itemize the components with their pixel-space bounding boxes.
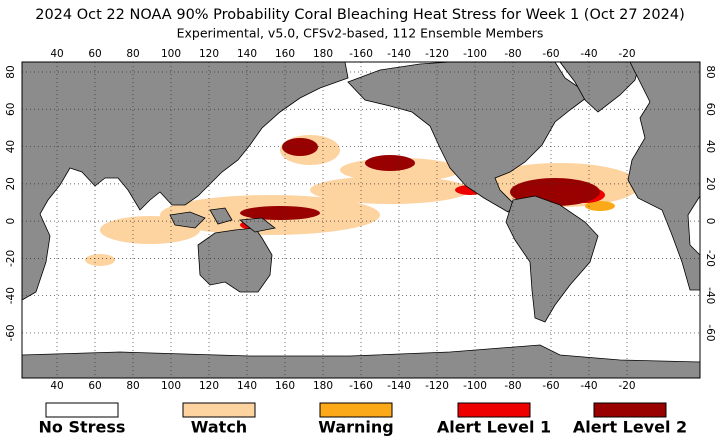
top-tick-label: -60 bbox=[542, 48, 559, 60]
bottom-tick-label: 160 bbox=[275, 380, 295, 392]
bottom-tick-label: -40 bbox=[580, 380, 597, 392]
legend-swatch bbox=[319, 402, 393, 418]
subtitle: Experimental, v5.0, CFSv2-based, 112 Ens… bbox=[177, 26, 544, 41]
bottom-tick-label: 100 bbox=[161, 380, 181, 392]
bottom-tick-label: 60 bbox=[88, 380, 101, 392]
right-tick-label: 80 bbox=[704, 65, 716, 78]
bottom-tick-label: -60 bbox=[542, 380, 559, 392]
top-tick-label: 120 bbox=[199, 48, 219, 60]
legend-swatch bbox=[182, 402, 256, 418]
left-tick-label: 60 bbox=[5, 103, 17, 116]
top-tick-label: 60 bbox=[88, 48, 101, 60]
right-tick-label: -60 bbox=[704, 324, 716, 341]
graticule bbox=[22, 62, 700, 378]
bottom-tick-label: -100 bbox=[463, 380, 487, 392]
top-tick-label: -100 bbox=[463, 48, 487, 60]
map-frame bbox=[21, 61, 701, 379]
top-tick-label: 160 bbox=[275, 48, 295, 60]
legend: No Stress Watch Warning Alert Level 1 Alert … bbox=[39, 402, 687, 437]
top-tick-label: -80 bbox=[504, 48, 521, 60]
top-tick-label: -160 bbox=[349, 48, 373, 60]
right-tick-label: 40 bbox=[704, 140, 716, 153]
bottom-tick-label: -20 bbox=[618, 380, 635, 392]
legend-label: Alert Level 1 bbox=[437, 418, 551, 437]
left-tick-label: 20 bbox=[5, 177, 17, 190]
right-tick-label: 60 bbox=[704, 103, 716, 116]
top-tick-label: -40 bbox=[580, 48, 597, 60]
bottom-tick-label: 140 bbox=[237, 380, 257, 392]
bottom-tick-label: -120 bbox=[425, 380, 449, 392]
top-tick-label: 140 bbox=[237, 48, 257, 60]
bottom-tick-label: -160 bbox=[349, 380, 373, 392]
top-tick-label: 100 bbox=[161, 48, 181, 60]
left-tick-label: 80 bbox=[5, 65, 17, 78]
left-tick-label: -20 bbox=[5, 250, 17, 267]
bottom-tick-label: -80 bbox=[504, 380, 521, 392]
top-tick-label: -120 bbox=[425, 48, 449, 60]
bottom-tick-label: -140 bbox=[387, 380, 411, 392]
right-tick-label: 0 bbox=[704, 218, 716, 225]
legend-label: Watch bbox=[191, 418, 247, 437]
left-tick-label: 0 bbox=[5, 218, 17, 225]
bottom-tick-label: 80 bbox=[126, 380, 139, 392]
legend-swatch bbox=[457, 402, 531, 418]
land bbox=[21, 61, 701, 379]
legend-label: Warning bbox=[318, 418, 393, 437]
top-tick-label: 80 bbox=[126, 48, 139, 60]
right-tick-label: -40 bbox=[704, 287, 716, 304]
bottom-tick-label: 180 bbox=[313, 380, 333, 392]
legend-swatch bbox=[593, 402, 667, 418]
left-tick-label: 40 bbox=[5, 140, 17, 153]
right-tick-label: 20 bbox=[704, 177, 716, 190]
legend-label: Alert Level 2 bbox=[573, 418, 687, 437]
top-tick-label: 40 bbox=[50, 48, 63, 60]
title: 2024 Oct 22 NOAA 90% Probability Coral B… bbox=[35, 7, 685, 23]
top-tick-label: -140 bbox=[387, 48, 411, 60]
bottom-tick-label: 40 bbox=[50, 380, 63, 392]
top-tick-label: -20 bbox=[618, 48, 635, 60]
bottom-tick-label: 120 bbox=[199, 380, 219, 392]
right-tick-label: -20 bbox=[704, 250, 716, 267]
left-tick-label: -60 bbox=[5, 324, 17, 341]
top-tick-label: 180 bbox=[313, 48, 333, 60]
legend-swatch bbox=[45, 402, 119, 418]
map bbox=[21, 61, 701, 379]
left-tick-label: -40 bbox=[5, 287, 17, 304]
legend-label: No Stress bbox=[39, 418, 126, 437]
